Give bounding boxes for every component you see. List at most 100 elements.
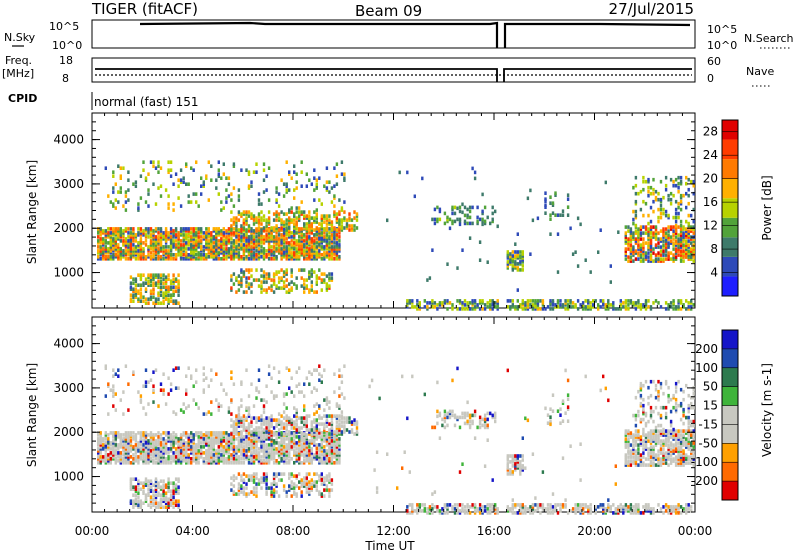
range-cell <box>328 428 331 432</box>
range-cell <box>649 259 653 263</box>
range-cell <box>257 482 261 486</box>
range-cell <box>212 237 215 241</box>
range-cell <box>215 459 218 463</box>
range-cell <box>270 453 273 457</box>
range-cell <box>516 266 519 270</box>
range-cell <box>210 251 213 255</box>
range-cell <box>114 245 117 249</box>
range-cell <box>167 231 170 235</box>
range-cell <box>114 198 117 202</box>
range-cell <box>634 199 638 204</box>
range-cell <box>350 422 354 426</box>
range-cell <box>325 443 329 447</box>
range-cell <box>235 447 238 451</box>
range-cell <box>308 241 311 245</box>
range-cell <box>300 210 303 214</box>
range-cell <box>330 233 334 237</box>
range-cell <box>516 232 519 236</box>
radar-title: TIGER (fitACF) <box>91 0 198 18</box>
range-cell <box>215 186 218 190</box>
range-cell <box>282 229 286 233</box>
range-cell <box>144 447 148 451</box>
range-cell <box>242 426 246 430</box>
range-cell <box>122 166 125 170</box>
range-cell <box>114 392 117 396</box>
range-cell <box>323 247 326 251</box>
range-cell <box>255 445 258 449</box>
range-cell <box>185 233 188 237</box>
range-cell <box>255 268 258 272</box>
range-cell <box>333 447 336 451</box>
range-cell <box>232 478 236 482</box>
range-cell <box>323 278 326 282</box>
range-cell <box>639 225 643 229</box>
range-cell <box>453 205 457 210</box>
range-cell <box>320 449 323 453</box>
range-cell <box>295 474 298 478</box>
range-cell <box>476 305 479 309</box>
range-cell <box>293 426 296 430</box>
range-cell <box>132 229 135 233</box>
range-cell <box>308 276 311 280</box>
range-cell <box>247 286 251 290</box>
range-cell <box>275 190 278 194</box>
range-cell <box>210 439 213 443</box>
range-cell <box>177 184 180 188</box>
range-cell <box>230 441 233 445</box>
range-cell <box>338 445 341 449</box>
range-cell <box>335 235 339 239</box>
range-cell <box>144 289 148 293</box>
range-cell <box>260 255 263 259</box>
range-cell <box>602 301 605 305</box>
range-cell <box>217 253 220 257</box>
range-cell <box>104 235 107 239</box>
range-cell <box>207 233 210 237</box>
range-cell <box>245 216 248 220</box>
range-cell <box>257 453 261 457</box>
range-cell <box>323 253 326 257</box>
range-cell <box>202 372 205 376</box>
range-cell <box>245 455 248 459</box>
range-cell <box>149 501 153 505</box>
range-cell <box>114 439 117 443</box>
range-cell <box>458 209 462 214</box>
range-cell <box>265 435 268 439</box>
range-cell <box>574 303 577 307</box>
range-cell <box>157 273 160 277</box>
range-cell <box>164 495 168 499</box>
range-cell <box>305 459 308 463</box>
range-cell <box>303 214 306 218</box>
range-cell <box>152 443 155 447</box>
range-cell <box>129 477 133 481</box>
range-cell <box>187 241 190 245</box>
range-cell <box>529 299 532 303</box>
range-cell <box>335 245 339 249</box>
range-cell <box>134 497 138 501</box>
range-cell <box>328 241 331 245</box>
range-cell <box>343 218 346 222</box>
range-cell <box>463 307 467 311</box>
range-cell <box>147 273 150 277</box>
range-cell <box>192 449 195 453</box>
range-cell <box>637 247 640 251</box>
range-cell <box>167 477 170 481</box>
range-cell <box>257 426 261 430</box>
range-cell <box>102 255 105 259</box>
range-cell <box>250 214 253 218</box>
range-cell <box>240 416 243 420</box>
range-cell <box>142 457 145 461</box>
range-cell <box>426 307 429 311</box>
range-cell <box>134 445 138 449</box>
range-cell <box>142 283 145 287</box>
range-cell <box>330 251 334 255</box>
range-cell <box>685 245 688 249</box>
range-cell <box>496 301 499 305</box>
range-cell <box>627 307 630 311</box>
range-cell <box>282 249 286 253</box>
range-cell <box>222 231 225 235</box>
range-cell <box>102 437 105 441</box>
range-cell <box>154 485 158 489</box>
range-cell <box>114 372 117 376</box>
range-cell <box>144 483 148 487</box>
range-cell <box>288 249 291 253</box>
